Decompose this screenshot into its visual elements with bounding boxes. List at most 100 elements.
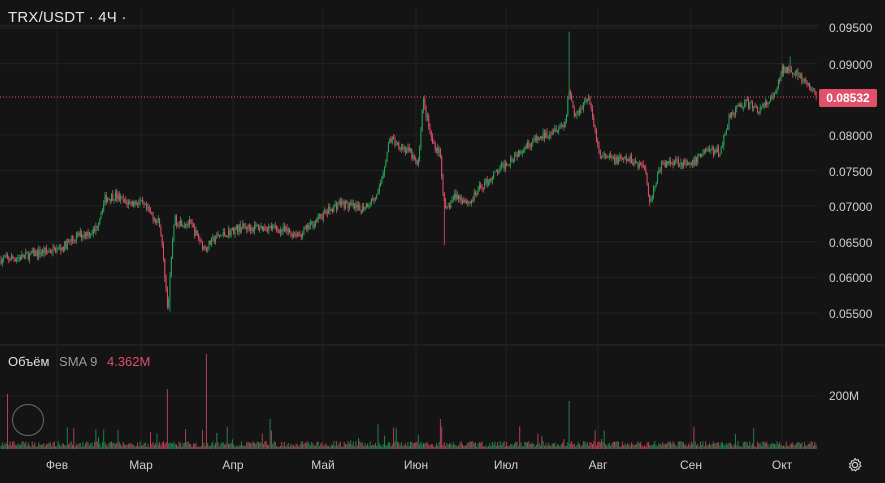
volume-bar [265, 441, 267, 449]
candle-body [589, 97, 591, 105]
volume-bar [355, 441, 357, 449]
candle-body [612, 156, 614, 158]
candle-body [389, 138, 391, 144]
candle-body [22, 254, 24, 258]
candle-body [558, 128, 560, 132]
candle-body [153, 219, 155, 221]
volume-bar [397, 441, 398, 449]
candle-body [719, 153, 721, 157]
candle-body [759, 107, 761, 113]
volume-bar [365, 445, 367, 449]
candle-body [209, 240, 211, 245]
candle-body [402, 147, 404, 149]
volume-bar [744, 442, 746, 449]
volume-bar [81, 446, 83, 449]
volume-bar [181, 446, 183, 449]
volume-bar [766, 441, 768, 449]
candle-body [724, 132, 726, 136]
volume-bar [410, 441, 411, 449]
volume-bar [729, 442, 731, 449]
candle-body [356, 204, 358, 208]
candle-body [196, 230, 198, 235]
candle-body [151, 212, 153, 215]
volume-bar [670, 442, 671, 449]
volume-bar [437, 445, 439, 449]
volume-bar [794, 445, 796, 449]
candle-body [211, 237, 213, 245]
gear-icon[interactable] [847, 457, 863, 473]
y-tick-label: 0.06500 [829, 236, 873, 250]
volume-bar [767, 444, 769, 449]
volume-bar [321, 442, 323, 449]
candle-body [684, 159, 686, 162]
candle-body [693, 159, 695, 166]
volume-bar [185, 429, 187, 449]
volume-bar [562, 442, 564, 449]
volume-bar [179, 442, 181, 449]
candle-body [603, 154, 605, 156]
candle-body [195, 230, 197, 236]
candle-body [237, 225, 239, 233]
volume-bar [805, 445, 807, 449]
candle-body [205, 249, 207, 251]
candle-body [339, 201, 341, 205]
volume-bar [750, 445, 752, 449]
volume-bar [624, 443, 626, 449]
candle-body [572, 101, 574, 108]
volume-bar [272, 443, 274, 449]
volume-bar [322, 446, 324, 449]
volume-bar [22, 441, 24, 449]
candle-body [593, 116, 595, 126]
candle-body [213, 236, 215, 243]
candle-body [554, 128, 556, 132]
volume-bar [243, 445, 245, 449]
volume-bar [521, 446, 523, 449]
candle-body [559, 126, 561, 129]
volume-bar [194, 443, 196, 449]
volume-bar [82, 441, 84, 449]
candle-body [647, 184, 649, 195]
volume-bar [463, 445, 465, 449]
volume-bar [575, 446, 577, 449]
volume-bar [481, 441, 483, 449]
volume-bar [525, 441, 527, 449]
candle-body [731, 112, 733, 118]
candle-body [0, 259, 2, 264]
volume-bar [796, 443, 798, 449]
volume-bar [320, 443, 322, 449]
volume-bar [205, 354, 207, 449]
candle-body [775, 92, 777, 94]
volume-bar [482, 446, 484, 449]
candle-body [766, 101, 768, 105]
candle-body [742, 106, 744, 108]
candle-body [707, 148, 709, 151]
candle-body [397, 142, 398, 145]
candle-body [549, 134, 551, 137]
volume-bar [248, 442, 250, 449]
candle-body [207, 249, 209, 251]
volume-bar [211, 443, 213, 449]
candle-body [107, 199, 109, 203]
volume-bar [286, 444, 288, 449]
candle-body [88, 231, 90, 236]
volume-bar [42, 444, 44, 449]
volume-bar [677, 441, 679, 449]
volume-bar [592, 444, 593, 449]
candle-body [675, 159, 677, 161]
candle-body [35, 251, 37, 257]
candle-body [658, 169, 660, 174]
candle-body [325, 210, 327, 213]
candle-body [408, 147, 410, 152]
volume-bar [16, 445, 18, 449]
candle-body [411, 149, 413, 159]
volume-bar [619, 446, 621, 449]
volume-bar [688, 443, 690, 449]
candle-body [681, 162, 683, 168]
volume-bar [261, 433, 263, 449]
volume-bar [23, 443, 25, 449]
volume-bar [527, 442, 528, 449]
volume-bar [533, 444, 535, 449]
candle-body [365, 203, 367, 209]
volume-bar [126, 445, 128, 449]
